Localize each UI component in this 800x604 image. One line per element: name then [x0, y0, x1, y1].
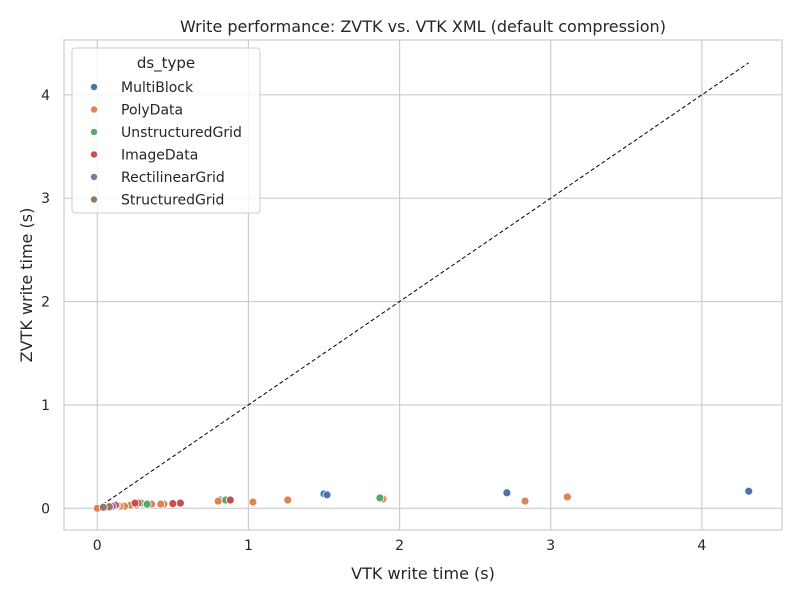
points — [92, 486, 754, 513]
x-tick-label: 0 — [93, 538, 102, 554]
x-tick-label: 1 — [244, 538, 253, 554]
legend-box — [71, 47, 261, 214]
data-point-unstructuredgrid — [142, 499, 152, 509]
x-axis-label: VTK write time (s) — [351, 564, 495, 583]
legend-marker — [90, 150, 98, 159]
y-axis-label: ZVTK write time (s) — [17, 208, 36, 363]
x-tick-label: 4 — [697, 538, 706, 554]
data-point-multiblock — [322, 490, 332, 500]
y-tick-label: 2 — [41, 295, 50, 311]
legend-marker — [90, 105, 98, 114]
chart-title: Write performance: ZVTK vs. VTK XML (def… — [180, 17, 666, 36]
data-point-polydata — [248, 497, 258, 507]
data-point-polydata — [562, 492, 572, 502]
data-point-imagedata — [225, 495, 235, 505]
data-point-imagedata — [175, 498, 185, 508]
y-tick-label: 1 — [41, 398, 50, 414]
legend-label: RectilinearGrid — [121, 170, 225, 186]
data-point-multiblock — [502, 488, 512, 498]
y-tick-label: 0 — [41, 501, 50, 517]
x-tick-label: 2 — [395, 538, 404, 554]
legend: ds_type MultiBlock PolyData UnstructuredGr… — [71, 47, 261, 214]
legend-marker — [90, 195, 98, 204]
legend-marker — [90, 128, 98, 136]
data-point-polydata — [283, 495, 293, 505]
data-point-polydata — [213, 496, 223, 506]
x-tick-label: 3 — [546, 538, 555, 554]
legend-marker — [90, 173, 98, 181]
legend-label: UnstructuredGrid — [121, 125, 242, 141]
data-point-polydata — [156, 499, 166, 509]
y-tick-label: 3 — [41, 191, 50, 207]
data-point-multiblock — [744, 486, 754, 496]
data-point-imagedata — [130, 498, 140, 508]
legend-label: MultiBlock — [121, 80, 194, 96]
data-point-structuredgrid — [98, 502, 108, 512]
data-point-imagedata — [168, 499, 178, 509]
legend-label: StructuredGrid — [121, 193, 224, 209]
y-tick-label: 4 — [41, 88, 50, 104]
tick-labels: 0 1 2 3 4 0 1 2 3 4 — [41, 88, 706, 554]
data-point-unstructuredgrid — [375, 493, 385, 503]
legend-marker — [90, 83, 98, 91]
data-point-polydata — [520, 496, 530, 506]
legend-label: PolyData — [121, 103, 183, 119]
reference-line — [96, 62, 750, 509]
legend-label: ImageData — [121, 148, 198, 164]
legend-title: ds_type — [137, 54, 195, 73]
